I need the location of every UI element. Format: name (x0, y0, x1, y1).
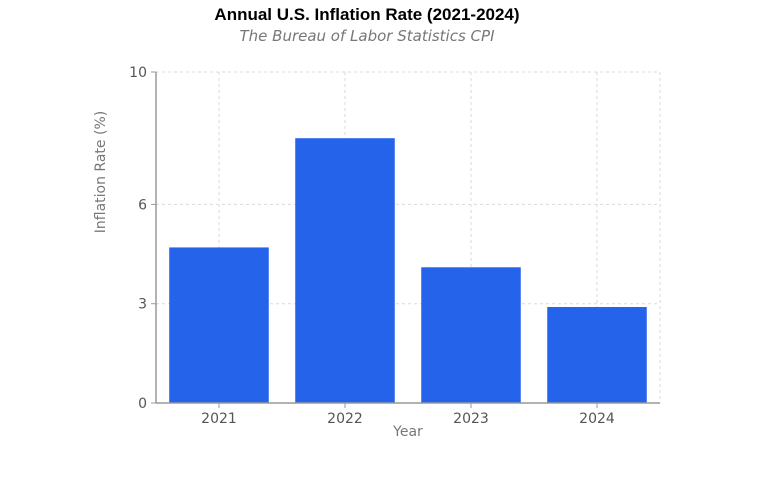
bars (169, 138, 647, 403)
y-tick-label: 6 (138, 197, 147, 213)
grid-lines (156, 71, 661, 403)
y-tick-label: 0 (138, 396, 147, 412)
chart-subtitle: The Bureau of Labor Statistics CPI (239, 27, 495, 45)
x-tick-label: 2022 (327, 411, 363, 427)
chart-title: Annual U.S. Inflation Rate (2021-2024) (214, 5, 519, 24)
y-tick-label: 10 (129, 65, 147, 81)
bar-2024 (547, 307, 647, 403)
y-tick-label: 3 (138, 297, 147, 313)
y-axis-title: Inflation Rate (%) (93, 111, 109, 233)
bar-2023 (421, 267, 521, 403)
x-axis-title: Year (392, 424, 423, 440)
x-tick-label: 2021 (201, 411, 237, 427)
axes: 0 3 6 10 2021 2022 2023 2024 (129, 65, 660, 427)
bar-2021 (169, 247, 269, 403)
x-tick-label: 2023 (453, 411, 489, 427)
bar-2022 (295, 138, 395, 403)
x-tick-label: 2024 (579, 411, 615, 427)
